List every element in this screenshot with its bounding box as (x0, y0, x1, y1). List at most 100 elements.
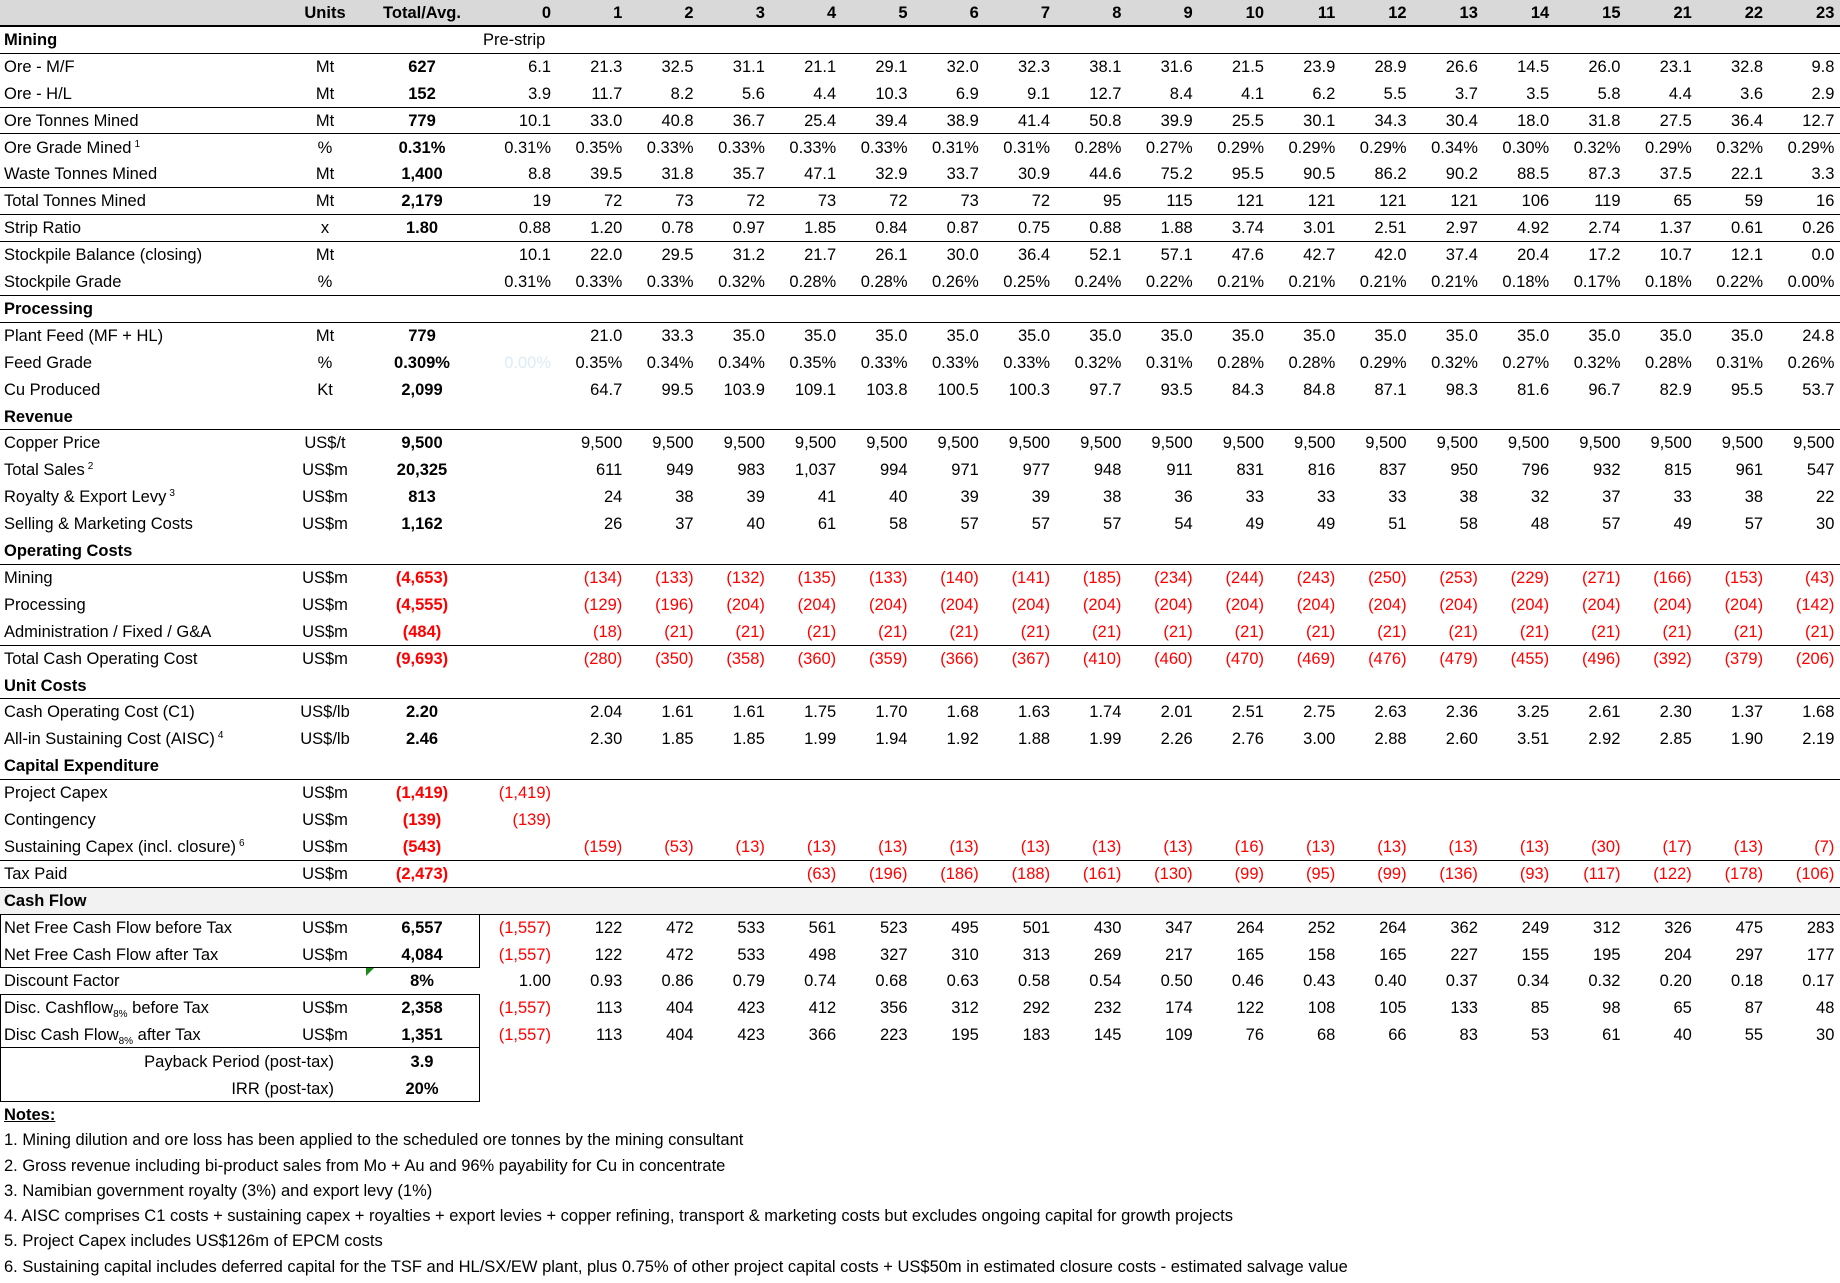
total-cell: (4,653) (395, 568, 449, 587)
year-cell: 90.5 (1303, 165, 1336, 184)
total-cell: 2.46 (405, 730, 439, 749)
year-cell: 4.4 (813, 84, 837, 103)
year-cell: 264 (1236, 918, 1264, 937)
year-cell: 49 (1673, 515, 1692, 534)
year-cell: 0.26% (932, 273, 979, 291)
year-cell: 994 (879, 461, 908, 480)
year-cell: (93) (1519, 864, 1550, 883)
year-cell: (479) (1439, 649, 1478, 668)
year-cell: 9.1 (1027, 84, 1051, 103)
year-cell: (13) (1733, 837, 1764, 856)
year-cell: 121 (1236, 192, 1264, 211)
year-cell: (21) (1733, 622, 1764, 641)
table-row: Net Free Cash Flow before Tax US$m 6,557 (1… (0, 915, 1840, 942)
year-cell: 14.5 (1517, 57, 1550, 76)
year-cell: 133 (1450, 999, 1478, 1018)
table-row: Total Cash Operating Cost US$m (9,693) (280… (0, 646, 1840, 673)
year-cell: 1.85 (661, 730, 694, 749)
year-cell: 533 (737, 918, 765, 937)
year-cell: 75.2 (1160, 165, 1193, 184)
total-cell (372, 242, 472, 269)
year-cell: 0.28% (1288, 353, 1336, 372)
year-cell: 2.61 (1588, 703, 1621, 722)
total-header: Total/Avg. (383, 4, 461, 22)
year-cell: 119 (1594, 192, 1621, 211)
row-label: Disc. Cashflow8% before Tax (4, 995, 209, 1022)
year-cell: (280) (583, 649, 623, 668)
year-cell: (186) (940, 864, 979, 883)
year-cell: 21.5 (1231, 57, 1264, 76)
year-cell: 73 (817, 192, 837, 211)
year-header: 21 (1673, 4, 1692, 22)
year-cell: 97.7 (1089, 380, 1122, 399)
table-row: Discount Factor 8% 1.00 0.93 0.86 0.79 0.74 0.6… (0, 968, 1840, 995)
table-row: Ore - H/L Mt 152 3.9 11.7 8.2 5.6 4.4 10.3 6.9 9.1… (0, 81, 1840, 108)
year-cell: 3.7 (1454, 84, 1478, 103)
total-cell: 779 (408, 326, 436, 345)
total-cell: (2,473) (395, 864, 449, 883)
year-cell: (21) (664, 622, 694, 641)
year-header: 4 (827, 4, 837, 22)
year-cell: (178) (1724, 864, 1764, 883)
row-label: Plant Feed (MF + HL) (4, 323, 163, 350)
year-cell: 0.75 (1017, 219, 1051, 238)
comment-indicator-icon[interactable] (366, 968, 374, 976)
row-label-text: Copper Price (4, 434, 101, 453)
units-cell: Mt (315, 57, 335, 76)
table-row: Stockpile Balance (closing) Mt 10.1 22.0 29.… (0, 242, 1840, 269)
year-cell: 31.1 (732, 57, 765, 76)
year-cell: (204) (1082, 595, 1122, 614)
total-cell: (1,419) (395, 784, 449, 803)
year-cell: 24.8 (1802, 326, 1835, 345)
year-cell: (21) (1519, 622, 1550, 641)
year-cell: 0.28% (860, 273, 908, 291)
units-cell: Kt (317, 380, 333, 399)
year-cell: 0.21% (1359, 273, 1407, 291)
year-cell: 38.9 (946, 111, 979, 130)
year-cell: 12.7 (1089, 84, 1122, 103)
section-title: Processing (4, 299, 93, 318)
year-cell: 6.2 (1312, 84, 1336, 103)
row-label: Discount Factor (4, 968, 120, 995)
row-label-text: Processing (4, 595, 86, 614)
year-cell: 8.4 (1169, 84, 1193, 103)
year-cell: 103.8 (866, 380, 908, 399)
year-cell: 472 (666, 918, 694, 937)
year-cell: 815 (1664, 461, 1692, 480)
year-cell: 73 (960, 192, 979, 211)
year-cell: (1,557) (498, 945, 551, 964)
table-row: Plant Feed (MF + HL) Mt 779 21.0 33.3 35.0 35.… (0, 323, 1840, 350)
year-cell: 0.21% (1217, 273, 1264, 291)
row-label: Contingency (4, 807, 96, 834)
row-label: All-in Sustaining Cost (AISC) 4 (4, 726, 223, 753)
year-cell: 977 (1022, 461, 1051, 480)
year-cell: (196) (655, 595, 694, 614)
year-cell: 35.0 (1730, 326, 1764, 345)
table-row: Ore - M/F Mt 627 6.1 21.3 32.5 31.1 21.1 29.1 32.… (0, 54, 1840, 81)
year-cell: 404 (666, 1026, 694, 1045)
year-cell: 195 (1592, 945, 1621, 964)
year-cell: (13) (735, 837, 765, 856)
year-cell: 1,037 (794, 461, 837, 480)
year-cell: 48 (1530, 515, 1550, 534)
section-row: Operating Costs (0, 538, 1840, 565)
year-cell: 30 (1816, 515, 1835, 534)
table-row: All-in Sustaining Cost (AISC) 4 US$/lb 2.46… (0, 726, 1840, 753)
year-cell: 3.51 (1517, 730, 1550, 749)
total-cell: (139) (402, 811, 442, 829)
year-cell: 1.85 (804, 219, 837, 238)
year-cell: 1.20 (590, 219, 623, 238)
year-cell: 949 (666, 461, 694, 480)
year-cell: (7) (1814, 837, 1835, 856)
footnote-ref: 2 (87, 461, 94, 473)
year-cell: 495 (951, 918, 979, 937)
year-cell: (159) (583, 837, 623, 856)
year-cell: (204) (1581, 595, 1621, 614)
year-cell: 0.79 (732, 972, 765, 991)
row-label: Project Capex (4, 780, 108, 807)
year-cell: (1,419) (498, 784, 551, 803)
year-cell: 0.21% (1431, 273, 1478, 291)
year-cell: (234) (1154, 568, 1193, 587)
year-header: 23 (1816, 4, 1835, 22)
year-cell: 38 (1744, 488, 1764, 507)
